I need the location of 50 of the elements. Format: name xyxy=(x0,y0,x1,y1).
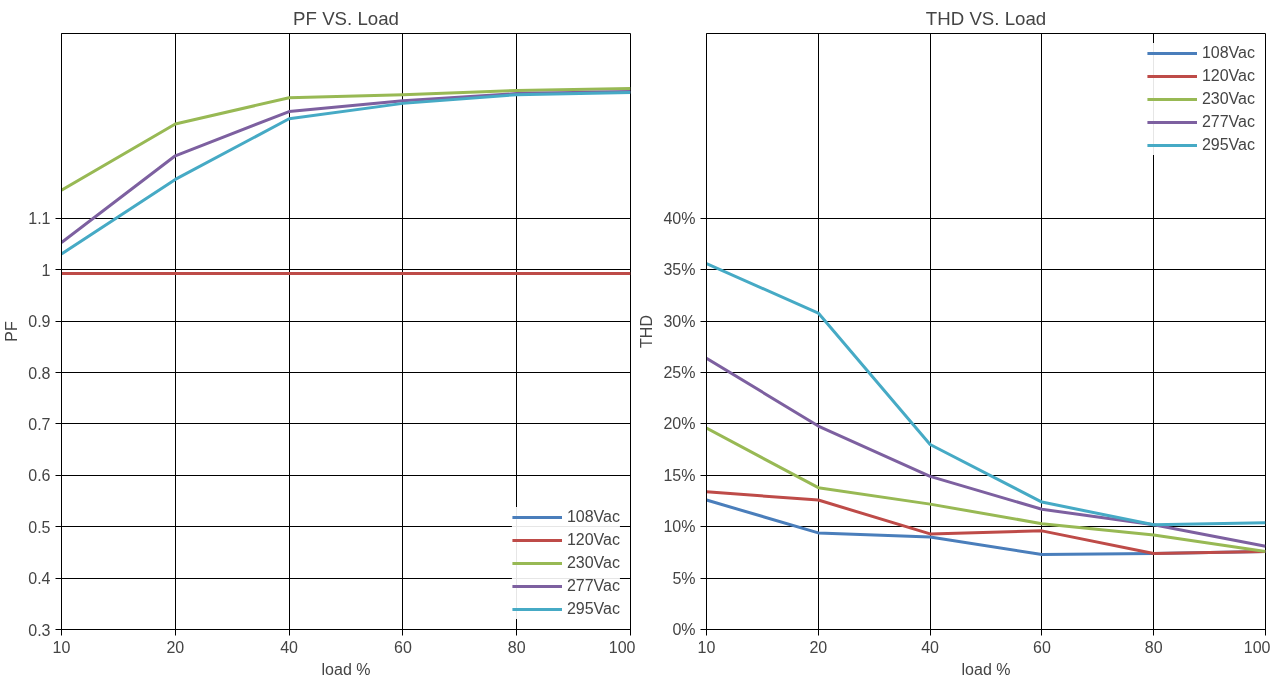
y-tick-label: 0.7 xyxy=(28,415,51,433)
y-tick-label: 0% xyxy=(672,621,696,638)
y-tick-label: 30% xyxy=(663,312,696,330)
legend-label: 295Vac xyxy=(566,600,620,618)
y-tick-label: 35% xyxy=(663,261,696,279)
x-tick-label: 100 xyxy=(608,638,636,656)
x-tick-label: 100 xyxy=(1243,638,1271,656)
legend-label: 108Vac xyxy=(1201,44,1255,62)
legend-label: 295Vac xyxy=(1201,136,1255,154)
x-tick-label: 80 xyxy=(507,638,526,656)
x-tick-label: 40 xyxy=(921,638,940,656)
chart-title: THD VS. Load xyxy=(925,7,1047,29)
x-tick-label: 20 xyxy=(809,638,828,656)
x-tick-label: 80 xyxy=(1144,638,1163,656)
y-tick-label: 40% xyxy=(663,209,696,227)
line-series xyxy=(61,86,631,192)
y-tick-label: 5% xyxy=(672,569,696,587)
legend-label: 120Vac xyxy=(1201,67,1255,85)
y-tick-label: 0.3 xyxy=(28,621,51,639)
legend-label: 230Vac xyxy=(1201,90,1255,108)
x-tick-label: 60 xyxy=(394,638,412,656)
y-tick-label: 0.6 xyxy=(28,467,51,485)
y-axis-title: PF xyxy=(3,321,21,342)
y-axis-title: THD xyxy=(638,315,656,348)
legend-label: 277Vac xyxy=(1201,113,1255,131)
x-tick-label: 40 xyxy=(280,638,299,656)
legend-label: 120Vac xyxy=(566,531,620,549)
y-tick-label: 0.4 xyxy=(28,570,51,588)
y-tick-label: 0.5 xyxy=(28,518,51,536)
y-tick-label: 1 xyxy=(41,261,51,279)
y-tick-label: 0.9 xyxy=(28,313,51,331)
x-tick-label: 60 xyxy=(1033,638,1051,656)
x-tick-label: 20 xyxy=(166,638,185,656)
y-tick-label: 10% xyxy=(663,518,696,536)
x-axis-title: load % xyxy=(961,660,1011,678)
line-series xyxy=(706,356,1266,548)
y-tick-label: 20% xyxy=(663,415,696,433)
line-series xyxy=(706,426,1266,553)
y-tick-label: 25% xyxy=(663,364,696,382)
legend-label: 108Vac xyxy=(566,508,620,526)
y-tick-label: 1.1 xyxy=(28,210,51,228)
x-axis-title: load % xyxy=(321,660,371,678)
legend-label: 230Vac xyxy=(566,554,620,572)
legend-label: 277Vac xyxy=(566,577,620,595)
y-tick-label: 15% xyxy=(663,466,696,484)
x-tick-label: 10 xyxy=(52,638,71,656)
y-tick-label: 0.8 xyxy=(28,364,51,382)
chart-title: PF VS. Load xyxy=(293,7,399,29)
line-series xyxy=(706,262,1266,527)
x-tick-label: 10 xyxy=(697,638,716,656)
